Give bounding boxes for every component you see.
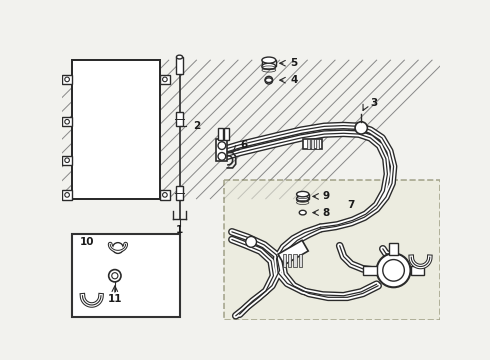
- Circle shape: [163, 77, 167, 82]
- Text: 5: 5: [291, 58, 297, 68]
- Ellipse shape: [266, 78, 272, 82]
- Circle shape: [112, 273, 118, 279]
- Ellipse shape: [262, 57, 276, 63]
- Bar: [303, 139, 322, 149]
- Ellipse shape: [296, 196, 309, 202]
- Bar: [63, 156, 72, 165]
- Circle shape: [65, 158, 70, 163]
- Bar: [411, 266, 424, 275]
- Bar: [72, 60, 160, 199]
- Bar: [316, 139, 319, 149]
- Circle shape: [355, 122, 368, 134]
- Circle shape: [113, 243, 123, 253]
- Text: 6: 6: [240, 140, 247, 150]
- Text: 3: 3: [370, 98, 378, 108]
- Circle shape: [163, 193, 167, 197]
- Circle shape: [246, 237, 257, 247]
- Bar: [217, 139, 227, 161]
- Bar: [176, 186, 183, 199]
- Bar: [296, 194, 309, 199]
- Circle shape: [65, 77, 70, 82]
- Bar: [389, 243, 398, 255]
- Circle shape: [265, 76, 273, 84]
- Text: 10: 10: [80, 237, 95, 247]
- Bar: [63, 75, 72, 84]
- Circle shape: [218, 153, 226, 160]
- Bar: [299, 254, 302, 266]
- Circle shape: [377, 253, 411, 287]
- Bar: [160, 190, 170, 199]
- Bar: [224, 128, 229, 140]
- Text: 4: 4: [291, 75, 298, 85]
- Ellipse shape: [299, 210, 306, 215]
- Circle shape: [383, 260, 404, 281]
- Ellipse shape: [176, 55, 183, 59]
- Bar: [288, 254, 291, 266]
- Circle shape: [218, 142, 226, 149]
- Bar: [311, 139, 314, 149]
- Circle shape: [109, 270, 121, 282]
- Bar: [176, 112, 183, 126]
- Bar: [160, 75, 170, 84]
- Bar: [176, 57, 183, 74]
- Text: 9: 9: [323, 192, 330, 202]
- Bar: [218, 128, 222, 140]
- Polygon shape: [224, 180, 440, 320]
- Circle shape: [65, 120, 70, 124]
- Ellipse shape: [296, 192, 309, 197]
- Circle shape: [65, 193, 70, 197]
- Text: 7: 7: [347, 200, 355, 210]
- Text: 8: 8: [323, 208, 330, 217]
- Bar: [63, 117, 72, 126]
- Bar: [363, 266, 377, 275]
- Bar: [63, 190, 72, 199]
- Bar: [262, 60, 276, 66]
- Ellipse shape: [262, 63, 276, 69]
- Text: 11: 11: [108, 294, 122, 304]
- Bar: [72, 234, 179, 317]
- Bar: [283, 254, 286, 266]
- Bar: [294, 254, 296, 266]
- Bar: [307, 139, 310, 149]
- Bar: [72, 60, 160, 199]
- Bar: [278, 240, 308, 265]
- Text: 2: 2: [194, 121, 200, 131]
- Text: 1: 1: [176, 225, 183, 235]
